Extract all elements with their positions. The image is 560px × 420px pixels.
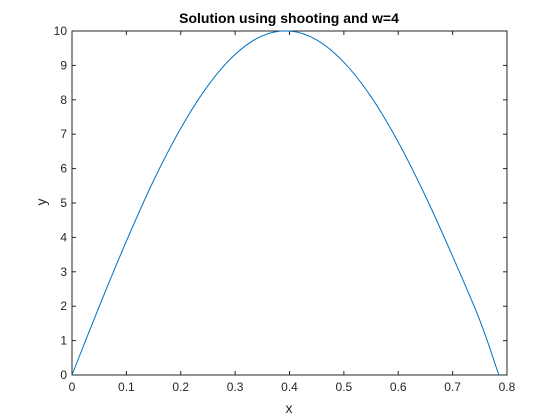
x-tick-label: 0.6 bbox=[390, 380, 407, 394]
y-tick-label: 1 bbox=[60, 334, 67, 348]
x-tick-label: 0.5 bbox=[336, 380, 353, 394]
y-tick-label: 10 bbox=[54, 24, 68, 38]
y-tick-label: 4 bbox=[60, 230, 67, 244]
plot-area: 0 0.1 0.2 0.3 0.4 0.5 0.6 0.7 0.8 0 1 2 3 4 5 6 7 8 9 10 bbox=[54, 24, 516, 394]
axes-box bbox=[72, 31, 507, 375]
x-tick-label: 0.3 bbox=[227, 380, 244, 394]
x-tick-label: 0 bbox=[69, 380, 76, 394]
y-tick-label: 6 bbox=[60, 162, 67, 176]
chart-title: Solution using shooting and w=4 bbox=[179, 10, 399, 26]
y-tick-label: 3 bbox=[60, 265, 67, 279]
x-tick-label: 0.7 bbox=[444, 380, 461, 394]
x-tick-label: 0.2 bbox=[172, 380, 189, 394]
y-tick-label: 7 bbox=[60, 127, 67, 141]
y-tick-label: 2 bbox=[60, 299, 67, 313]
y-axis-label: y bbox=[33, 199, 49, 206]
x-tick-label: 0.4 bbox=[281, 380, 298, 394]
x-axis-label: x bbox=[286, 400, 293, 416]
y-tick-label: 0 bbox=[60, 368, 67, 382]
y-tick-label: 9 bbox=[60, 58, 67, 72]
y-tick-label: 5 bbox=[60, 196, 67, 210]
x-tick-label: 0.1 bbox=[118, 380, 135, 394]
x-tick-label: 0.8 bbox=[499, 380, 516, 394]
y-tick-label: 8 bbox=[60, 93, 67, 107]
